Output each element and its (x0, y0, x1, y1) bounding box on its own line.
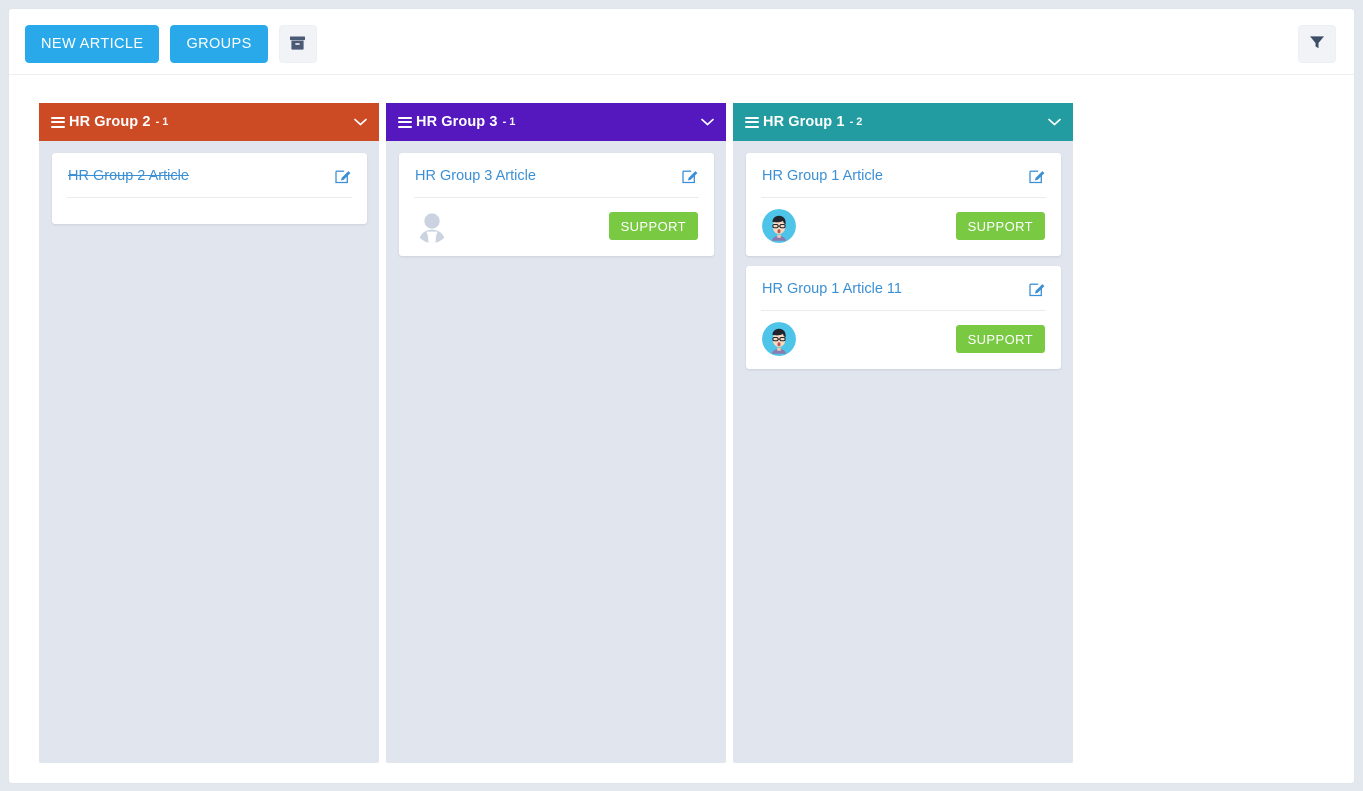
hamburger-icon[interactable] (745, 114, 759, 130)
board-column: HR Group 1 - 2 HR Group 1 Article (733, 103, 1073, 763)
avatar (415, 209, 449, 243)
kanban-board: HR Group 2 - 1 HR Group 2 Article (9, 76, 1354, 783)
app-panel: NEW ARTICLE GROUPS (8, 8, 1355, 784)
column-body: HR Group 3 Article (386, 141, 726, 763)
column-header[interactable]: HR Group 3 - 1 (386, 103, 726, 141)
toolbar-left-group: NEW ARTICLE GROUPS (25, 25, 317, 63)
column-title: HR Group 1 (763, 114, 845, 130)
card-footer: SUPPORT (415, 198, 698, 256)
hamburger-icon[interactable] (398, 114, 412, 130)
column-count: - 1 (155, 116, 169, 128)
column-header[interactable]: HR Group 1 - 2 (733, 103, 1073, 141)
edit-icon[interactable] (1029, 167, 1045, 184)
edit-icon[interactable] (1029, 280, 1045, 297)
article-card[interactable]: HR Group 1 Article (746, 153, 1061, 256)
edit-icon[interactable] (682, 167, 698, 184)
article-card[interactable]: HR Group 3 Article (399, 153, 714, 256)
card-title[interactable]: HR Group 2 Article (68, 168, 189, 184)
column-header[interactable]: HR Group 2 - 1 (39, 103, 379, 141)
card-footer: SUPPORT (762, 198, 1045, 256)
card-footer (68, 198, 351, 224)
chevron-down-icon[interactable] (354, 118, 367, 126)
column-title: HR Group 3 (416, 114, 498, 130)
board-column: HR Group 2 - 1 HR Group 2 Article (39, 103, 379, 763)
card-divider (761, 310, 1046, 311)
new-article-button[interactable]: NEW ARTICLE (25, 25, 160, 63)
board-column: HR Group 3 - 1 HR Group 3 Article (386, 103, 726, 763)
card-header: HR Group 2 Article (68, 167, 351, 197)
toolbar-right-group (1298, 25, 1336, 63)
column-count: - 2 (849, 116, 863, 128)
support-button[interactable]: SUPPORT (955, 212, 1045, 240)
card-footer: SUPPORT (762, 311, 1045, 369)
card-header: HR Group 1 Article 11 (762, 280, 1045, 310)
card-header: HR Group 1 Article (762, 167, 1045, 197)
card-header: HR Group 3 Article (415, 167, 698, 197)
chevron-down-icon[interactable] (1048, 118, 1061, 126)
support-button[interactable]: SUPPORT (955, 325, 1045, 353)
article-card[interactable]: HR Group 1 Article 11 (746, 266, 1061, 369)
card-title[interactable]: HR Group 1 Article (762, 168, 883, 184)
card-title[interactable]: HR Group 1 Article 11 (762, 281, 902, 297)
card-divider (414, 197, 699, 198)
card-divider (761, 197, 1046, 198)
column-body: HR Group 2 Article (39, 141, 379, 763)
column-count: - 1 (502, 116, 516, 128)
filter-button[interactable] (1298, 25, 1336, 63)
column-title: HR Group 2 (69, 114, 151, 130)
column-body: HR Group 1 Article (733, 141, 1073, 763)
filter-icon (1309, 35, 1325, 53)
groups-button[interactable]: GROUPS (170, 25, 268, 63)
toolbar: NEW ARTICLE GROUPS (9, 9, 1354, 75)
support-button[interactable]: SUPPORT (608, 212, 698, 240)
card-title[interactable]: HR Group 3 Article (415, 168, 536, 184)
avatar (762, 209, 796, 243)
article-card[interactable]: HR Group 2 Article (52, 153, 367, 224)
archive-button[interactable] (278, 25, 317, 63)
chevron-down-icon[interactable] (701, 118, 714, 126)
hamburger-icon[interactable] (51, 114, 65, 130)
avatar (762, 322, 796, 356)
card-divider (67, 197, 352, 198)
edit-icon[interactable] (335, 167, 351, 184)
archive-icon (289, 35, 306, 54)
